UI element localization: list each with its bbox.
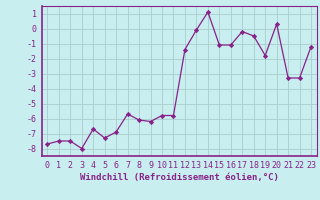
X-axis label: Windchill (Refroidissement éolien,°C): Windchill (Refroidissement éolien,°C) [80, 173, 279, 182]
